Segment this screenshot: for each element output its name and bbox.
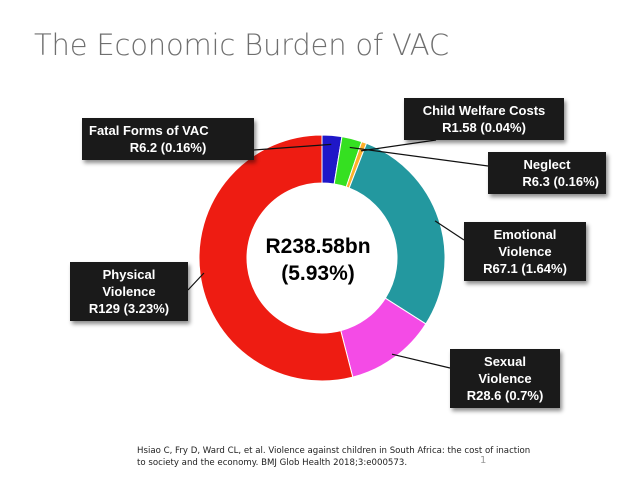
callout-sexual-title-2: Violence <box>478 371 532 386</box>
callout-sexual-violence: Sexual Violence R28.6 (0.7%) <box>450 349 560 408</box>
leader-line-sexual-violence <box>391 353 451 369</box>
page-number: 1 <box>480 455 487 466</box>
callout-child-welfare: Child Welfare Costs R1.58 (0.04%) <box>404 98 564 140</box>
leader-line-physical-violence <box>187 272 205 291</box>
callout-fatal-forms: Fatal Forms of VAC R6.2 (0.16%) <box>82 118 254 160</box>
callout-emotional-value: R67.1 (1.64%) <box>483 261 567 276</box>
donut-slices <box>198 134 446 382</box>
callout-fatal-forms-value: R6.2 (0.16%) <box>129 140 207 155</box>
callout-emotional-violence: Emotional Violence R67.1 (1.64%) <box>464 222 586 281</box>
leader-lines <box>187 139 489 369</box>
citation: Hsiao C, Fry D, Ward CL, et al. Violence… <box>137 446 531 468</box>
slide-title: The Economic Burden of VAC <box>34 28 449 62</box>
callout-neglect: Neglect R6.3 (0.16%) <box>488 152 606 194</box>
callout-child-welfare-title: Child Welfare Costs <box>422 103 546 118</box>
callout-sexual-title-1: Sexual <box>484 354 526 369</box>
callout-neglect-title: Neglect <box>523 157 571 172</box>
leader-line-neglect <box>349 146 489 167</box>
callout-physical-title-1: Physical <box>102 267 156 282</box>
callout-physical-value: R129 (3.23%) <box>88 301 170 316</box>
donut-center-label: R238.58bn (5.93%) <box>258 233 378 287</box>
callout-sexual-value: R28.6 (0.7%) <box>466 388 544 403</box>
leader-line-emotional-violence <box>434 220 465 241</box>
slice-emotional-violence <box>348 142 446 325</box>
center-percent: (5.93%) <box>281 262 355 285</box>
callout-physical-title-2: Violence <box>102 284 156 299</box>
callout-emotional-title-1: Emotional <box>493 227 557 242</box>
callout-emotional-title-2: Violence <box>498 244 552 259</box>
slice-physical-violence <box>198 134 354 382</box>
callout-physical-violence: Physical Violence R129 (3.23%) <box>70 262 188 321</box>
leader-line-fatal-forms-of-vac <box>253 143 332 151</box>
callout-child-welfare-value: R1.58 (0.04%) <box>442 120 526 135</box>
callout-neglect-value: R6.3 (0.16%) <box>522 174 599 189</box>
center-total: R238.58bn <box>265 235 371 258</box>
leader-line-child-welfare-costs <box>360 139 437 152</box>
callout-fatal-forms-title: Fatal Forms of VAC <box>89 123 209 138</box>
